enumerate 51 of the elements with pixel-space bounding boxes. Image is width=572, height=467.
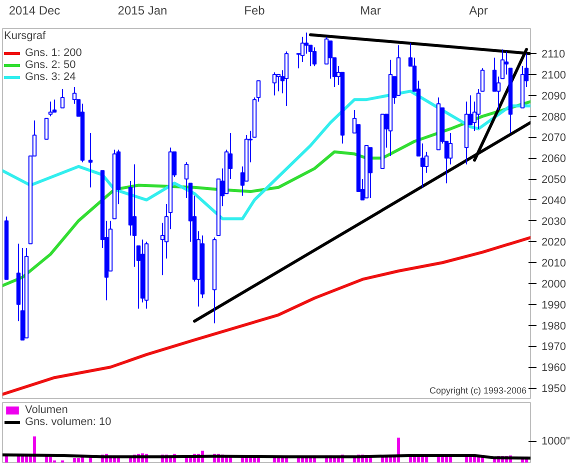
bar [437,456,440,462]
x-tick-label: Apr [469,4,488,18]
bar [425,456,428,462]
bar [81,457,84,462]
annotation: Copyright (c) 1993-2006 [429,386,527,396]
y-tick-label: 2050 [542,174,566,186]
legend-label: Volumen [25,404,68,416]
y-tick-label: 2070 [542,132,566,144]
y-tick-label: 1950 [542,383,566,396]
bar [449,456,452,462]
y-tick-label: 2010 [542,258,566,270]
bar [49,456,52,462]
candlestick [448,132,453,165]
y-tick-label: 2080 [542,111,566,124]
legend-label: Gns. volumen: 10 [25,416,112,428]
y-tick-label: 2030 [542,216,566,228]
candlestick [52,99,57,113]
x-tick-label: 2014 Dec [8,4,60,18]
y-tick-label: 1960 [542,362,566,374]
bar [73,458,76,462]
line-series [2,236,530,396]
candlestick [272,72,277,96]
y-tick-label: 2040 [542,194,566,207]
y-tick-label: 1980 [542,320,566,332]
legend-title: Kursgraf [4,30,47,42]
y-tick-label: 2000 [542,278,566,291]
legend-label: Gns. 2: 50 [25,59,76,71]
candlestick [312,46,317,67]
x-tick-label: Mar [360,4,381,18]
legend-label: Gns. 3: 24 [25,71,76,83]
bar [465,456,468,462]
x-tick-label: 2015 Jan [118,4,168,18]
candlestick [132,164,137,268]
x-tick-label: Feb [244,4,266,18]
y-tick-label: 1990 [542,299,566,312]
y-tick-label: 1970 [542,341,566,354]
bar [77,458,80,462]
candlestick [304,32,309,54]
text: 1000" [542,436,570,448]
candlestick [60,88,65,108]
y-tick-label: 2100 [542,69,566,82]
y-tick-label: 2110 [542,48,566,61]
candlestick [328,40,333,80]
candlestick [48,101,53,117]
candlestick [44,118,49,140]
legend-label: Gns. 1: 200 [25,47,82,59]
y-tick-label: 2020 [542,236,566,249]
candlestick [88,132,93,188]
candlestick [276,74,281,92]
y-tick-label: 2060 [542,153,566,166]
y-tick-label: 2090 [542,90,566,102]
